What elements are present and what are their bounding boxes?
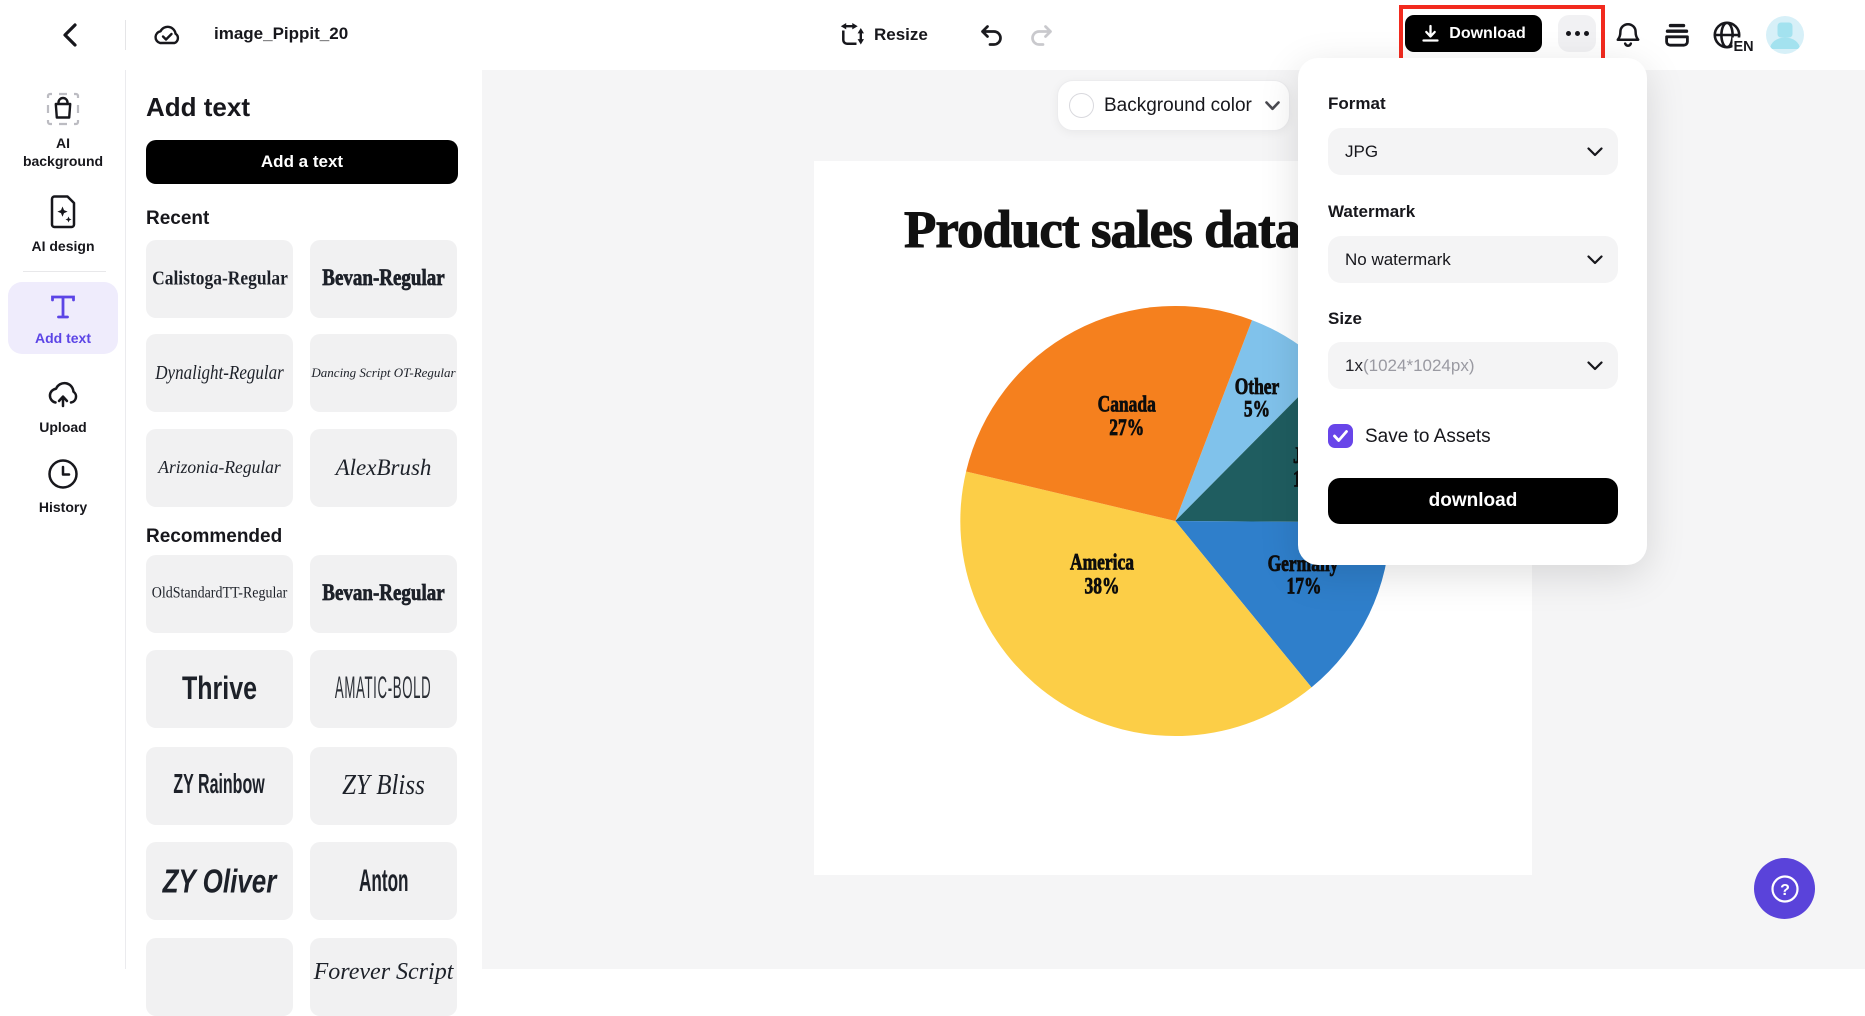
svg-text:38%: 38%: [1085, 574, 1120, 599]
svg-text:17%: 17%: [1287, 574, 1322, 599]
svg-text:27%: 27%: [1109, 416, 1144, 441]
svg-text:America: America: [1070, 550, 1135, 575]
svg-text:?: ?: [1780, 882, 1790, 899]
svg-text:Other: Other: [1235, 375, 1280, 400]
svg-text:EN: EN: [1734, 39, 1754, 54]
svg-text:5%: 5%: [1244, 397, 1270, 422]
svg-text:Canada: Canada: [1098, 392, 1157, 417]
